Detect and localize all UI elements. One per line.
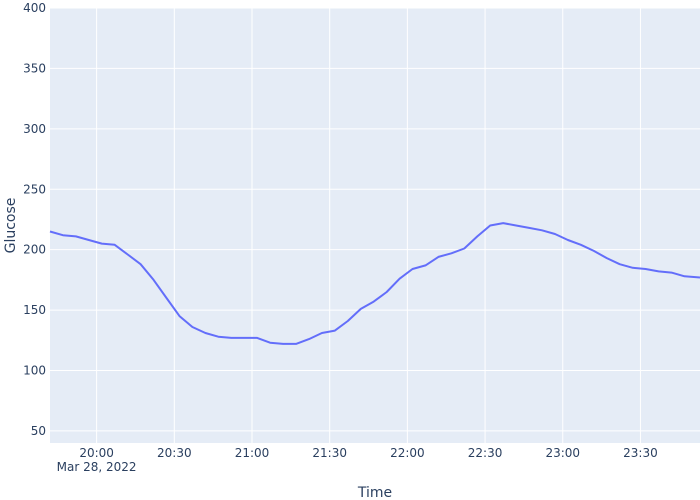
series-layer	[49, 222, 700, 345]
y-tick-label: 300	[23, 122, 46, 136]
x-tick-label: 20:00	[79, 446, 114, 460]
y-tick-labels: 50 100 150 200 250 300 350 400	[23, 1, 46, 438]
y-tick-label: 200	[23, 243, 46, 257]
y-tick-label: 150	[23, 303, 46, 317]
x-tick-label: 23:00	[545, 446, 580, 460]
y-tick-label: 250	[23, 182, 46, 196]
y-axis-title: Glucose	[3, 198, 19, 254]
y-tick-label: 100	[23, 364, 46, 378]
plot-background	[50, 8, 700, 443]
x-tick-label: 21:30	[312, 446, 347, 460]
x-tick-label: 20:30	[157, 446, 192, 460]
y-tick-label: 50	[31, 424, 46, 438]
x-date-label: Mar 28, 2022	[57, 460, 137, 474]
x-tick-label: 22:00	[390, 446, 425, 460]
x-tick-label: 21:00	[235, 446, 270, 460]
y-tick-label: 400	[23, 1, 46, 15]
x-axis-title: Time	[357, 485, 392, 500]
x-gridlines	[96, 8, 641, 443]
x-tick-labels: 20:00 20:30 21:00 21:30 22:00 22:30 23:00 23:30	[79, 446, 657, 460]
y-tick-label: 350	[23, 61, 46, 75]
y-gridlines	[50, 7, 700, 432]
x-tick-label: 22:30	[468, 446, 503, 460]
series-line-glucose	[49, 222, 700, 345]
x-tick-label: 23:30	[623, 446, 658, 460]
